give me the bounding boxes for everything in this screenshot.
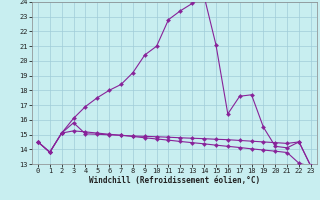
X-axis label: Windchill (Refroidissement éolien,°C): Windchill (Refroidissement éolien,°C) xyxy=(89,176,260,185)
